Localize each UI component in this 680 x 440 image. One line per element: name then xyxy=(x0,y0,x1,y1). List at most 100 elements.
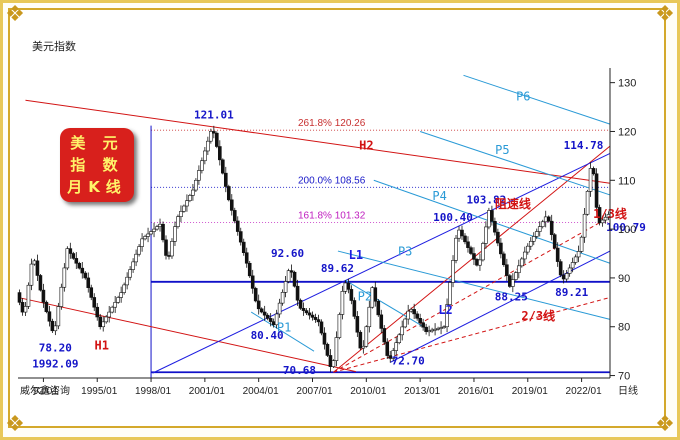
candle-body xyxy=(421,322,425,328)
candle-body xyxy=(508,275,512,287)
candle-body xyxy=(460,229,464,237)
candle-body xyxy=(53,325,58,332)
price-annotation: 89.21 xyxy=(555,286,588,299)
candle-body xyxy=(298,299,303,309)
candle-body xyxy=(376,300,381,316)
candle-body xyxy=(143,236,147,240)
candle-body xyxy=(499,242,503,255)
candle-body xyxy=(283,281,288,293)
candle-body xyxy=(537,226,542,232)
candle-body xyxy=(137,246,141,255)
candle-body xyxy=(226,186,231,201)
candle-body xyxy=(472,253,476,260)
candle-body xyxy=(221,159,225,174)
candle-body xyxy=(188,195,192,201)
candle-body xyxy=(517,265,521,274)
candle-body xyxy=(77,262,82,269)
candle-body xyxy=(322,332,327,345)
y-tick-label: 110 xyxy=(618,175,636,187)
candle-body xyxy=(280,292,285,304)
line-label: P5 xyxy=(495,143,509,157)
candle-body xyxy=(244,252,249,264)
period-suffix: 日线 xyxy=(618,384,638,397)
candle-body xyxy=(218,146,222,161)
candle-body xyxy=(445,304,449,328)
candle-body xyxy=(155,226,159,230)
candle-body xyxy=(140,238,144,247)
y-tick-label: 70 xyxy=(618,371,630,383)
candle-body xyxy=(310,314,315,318)
candle-body xyxy=(232,210,237,222)
candle-body xyxy=(247,262,252,277)
candle-body xyxy=(487,210,491,228)
candle-body xyxy=(203,150,207,162)
line-label: L2 xyxy=(438,303,452,317)
candle-body xyxy=(564,273,569,280)
candle-body xyxy=(215,132,219,147)
candle-body xyxy=(26,284,31,307)
line-label: P2 xyxy=(358,289,372,303)
price-annotation: 92.60 xyxy=(271,247,304,260)
candle-body xyxy=(406,310,410,320)
candle-body xyxy=(364,326,369,347)
candle-body xyxy=(206,140,210,152)
candle-body xyxy=(418,318,422,324)
candle-body xyxy=(463,235,467,243)
candle-body xyxy=(223,172,228,187)
candle-body xyxy=(573,256,578,263)
price-annotation: 80.40 xyxy=(251,329,284,342)
candle-body xyxy=(567,267,572,274)
trendline xyxy=(333,145,611,373)
candle-body xyxy=(579,236,584,252)
trendline xyxy=(345,279,428,330)
candle-body xyxy=(484,226,488,244)
candle-body xyxy=(588,168,593,192)
candles xyxy=(17,125,611,373)
candle-body xyxy=(47,311,52,322)
candle-body xyxy=(35,260,40,276)
candle-body xyxy=(514,272,518,280)
candle-body xyxy=(41,289,46,303)
candle-body xyxy=(253,288,258,302)
candle-body xyxy=(409,309,413,312)
candle-body xyxy=(116,297,120,303)
candle-body xyxy=(379,314,384,329)
candle-body xyxy=(113,302,117,308)
candle-body xyxy=(68,248,73,254)
candle-body xyxy=(490,210,494,222)
x-tick-label: 2013/01 xyxy=(404,386,441,397)
candle-body xyxy=(268,318,273,322)
candle-body xyxy=(20,302,25,313)
candle-body xyxy=(534,231,539,237)
candle-body xyxy=(466,241,470,248)
price-annotation: 100.79 xyxy=(606,221,646,234)
candle-body xyxy=(361,345,366,349)
candle-body xyxy=(209,131,213,142)
candle-body xyxy=(576,251,581,258)
candle-body xyxy=(502,253,506,266)
candle-body xyxy=(182,205,186,212)
candle-body xyxy=(191,189,195,196)
candle-body xyxy=(83,272,88,279)
candle-body xyxy=(262,311,267,316)
candle-body xyxy=(74,258,79,264)
chart-badge: 美 元 指 数 月K线 xyxy=(60,128,134,202)
candle-body xyxy=(352,300,357,317)
candle-body xyxy=(531,236,536,242)
trendline xyxy=(337,250,611,320)
source-label: 威尔鑫咨询 xyxy=(20,384,70,397)
candle-body xyxy=(549,220,554,235)
candle-body xyxy=(475,259,479,266)
candle-body xyxy=(325,343,330,356)
candle-body xyxy=(543,216,548,223)
candle-body xyxy=(304,310,309,314)
candle-body xyxy=(95,306,100,318)
candle-body xyxy=(493,221,497,233)
line-label: 2/3线 xyxy=(521,308,555,323)
candle-body xyxy=(71,253,76,259)
x-tick-label: 1995/01 xyxy=(81,386,118,397)
y-tick-label: 120 xyxy=(618,126,636,138)
candle-body xyxy=(481,243,485,261)
price-annotation: 78.20 xyxy=(39,342,72,355)
candle-body xyxy=(86,277,91,288)
